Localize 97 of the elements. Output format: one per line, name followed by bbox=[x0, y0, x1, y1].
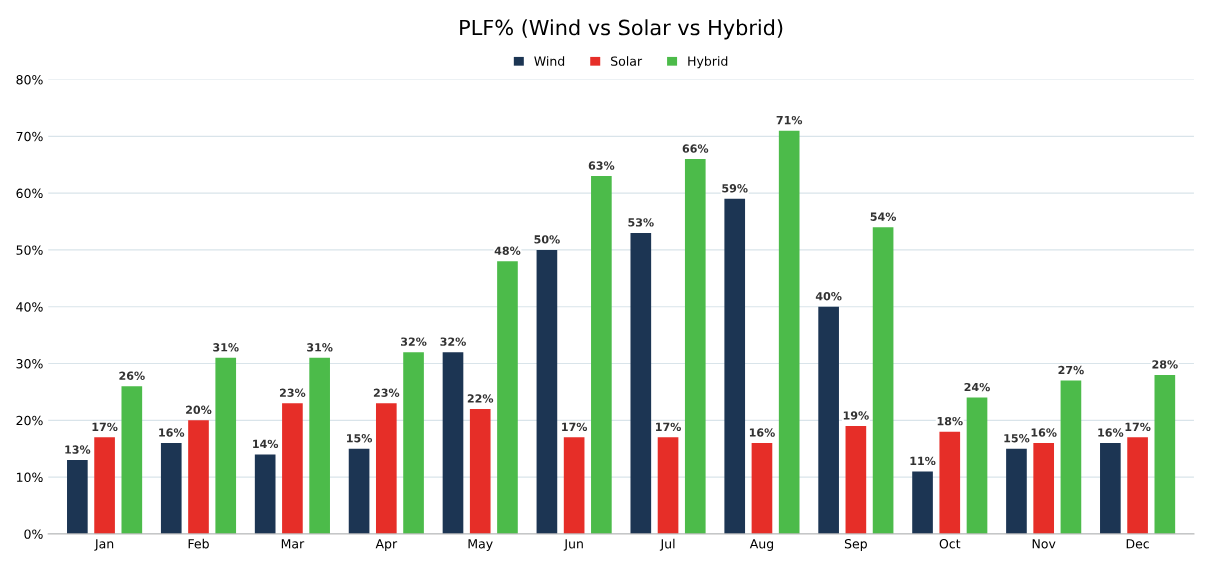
bar bbox=[403, 352, 424, 534]
data-label: 23% bbox=[279, 388, 306, 397]
data-label: 66% bbox=[682, 144, 709, 153]
x-tick-label: Nov bbox=[1032, 539, 1056, 549]
data-label: 18% bbox=[937, 416, 963, 426]
bar bbox=[160, 443, 182, 534]
data-label: 16% bbox=[1098, 428, 1124, 437]
data-label: 63% bbox=[588, 161, 615, 170]
y-tick-label: 20% bbox=[16, 415, 43, 426]
y-tick-label: 80% bbox=[16, 74, 43, 85]
legend-label: Solar bbox=[611, 56, 643, 66]
bar bbox=[966, 397, 988, 534]
bar bbox=[94, 437, 115, 534]
data-label: 71% bbox=[776, 115, 803, 125]
bar bbox=[282, 403, 303, 534]
x-tick-label: Jun bbox=[563, 539, 583, 551]
data-label: 53% bbox=[628, 218, 654, 227]
data-label: 31% bbox=[213, 343, 239, 352]
legend-label: Hybrid bbox=[688, 56, 728, 69]
bar bbox=[442, 352, 464, 534]
bar bbox=[1033, 443, 1055, 534]
bar bbox=[215, 357, 237, 534]
bar bbox=[872, 227, 894, 534]
bar bbox=[912, 471, 933, 534]
bar bbox=[469, 408, 491, 534]
bar bbox=[375, 403, 397, 534]
data-label: 23% bbox=[373, 388, 400, 397]
bar bbox=[751, 443, 773, 534]
data-label: 16% bbox=[159, 428, 185, 437]
data-label: 31% bbox=[307, 343, 333, 352]
data-label: 13% bbox=[65, 445, 91, 454]
bar bbox=[724, 198, 746, 534]
bar bbox=[1127, 437, 1148, 534]
x-tick-label: Aug bbox=[749, 539, 774, 551]
bar bbox=[630, 232, 652, 534]
data-label: 54% bbox=[870, 212, 897, 221]
data-label: 16% bbox=[1031, 428, 1057, 437]
x-tick-label: Feb bbox=[188, 538, 209, 549]
y-tick-label: 10% bbox=[16, 472, 43, 483]
y-tick-label: 70% bbox=[16, 131, 43, 142]
data-label: 15% bbox=[1004, 434, 1030, 443]
y-tick-label: 30% bbox=[16, 358, 43, 369]
bar bbox=[1006, 448, 1027, 534]
bar bbox=[1100, 443, 1121, 534]
legend-label: Wind bbox=[534, 56, 565, 66]
bar bbox=[657, 437, 679, 534]
chart-title: PLF% (Wind vs Solar vs Hybrid) bbox=[460, 19, 783, 40]
bar bbox=[121, 386, 143, 534]
data-label: 28% bbox=[1152, 360, 1178, 369]
bar bbox=[309, 357, 330, 534]
data-label: 15% bbox=[347, 434, 373, 443]
x-tick-label: May bbox=[468, 539, 493, 551]
bar bbox=[563, 437, 585, 534]
data-label: 17% bbox=[1125, 422, 1151, 432]
x-tick-label: Dec bbox=[1126, 539, 1149, 549]
data-label: 24% bbox=[964, 382, 990, 392]
bar bbox=[254, 454, 276, 534]
data-label: 50% bbox=[534, 235, 560, 244]
y-tick-label: 60% bbox=[16, 188, 43, 199]
data-label: 11% bbox=[910, 456, 936, 466]
x-tick-label: Oct bbox=[939, 539, 961, 549]
y-tick-label: 40% bbox=[16, 302, 43, 312]
x-tick-label: Apr bbox=[375, 539, 398, 551]
data-label: 26% bbox=[119, 371, 145, 380]
x-tick-label: Mar bbox=[281, 539, 305, 549]
bar bbox=[1154, 374, 1176, 534]
data-label: 22% bbox=[467, 394, 494, 403]
bar bbox=[1060, 380, 1082, 534]
bar bbox=[845, 426, 867, 534]
data-label: 17% bbox=[562, 422, 588, 432]
data-label: 40% bbox=[815, 292, 842, 301]
bar bbox=[778, 130, 800, 534]
bar bbox=[591, 176, 612, 534]
bar bbox=[536, 249, 558, 534]
bar bbox=[497, 261, 518, 534]
bar bbox=[67, 460, 88, 534]
y-tick-label: 50% bbox=[16, 245, 43, 255]
data-label: 27% bbox=[1058, 365, 1084, 375]
data-label: 20% bbox=[186, 405, 212, 414]
data-label: 16% bbox=[749, 428, 775, 437]
bar bbox=[348, 448, 370, 534]
data-label: 32% bbox=[400, 337, 427, 346]
data-label: 48% bbox=[494, 246, 521, 255]
data-label: 17% bbox=[92, 422, 118, 432]
data-label: 17% bbox=[656, 422, 681, 432]
data-label: 19% bbox=[843, 411, 869, 420]
data-label: 14% bbox=[253, 439, 279, 449]
x-tick-label: Jul bbox=[659, 538, 675, 551]
bar bbox=[188, 420, 209, 534]
bar bbox=[684, 159, 706, 534]
data-label: 59% bbox=[722, 184, 748, 193]
data-label: 32% bbox=[440, 337, 466, 346]
bar bbox=[939, 431, 961, 534]
x-tick-label: Jan bbox=[94, 539, 114, 551]
bar bbox=[818, 306, 839, 534]
y-tick-label: 0% bbox=[24, 529, 43, 539]
x-tick-label: Sep bbox=[844, 539, 867, 551]
